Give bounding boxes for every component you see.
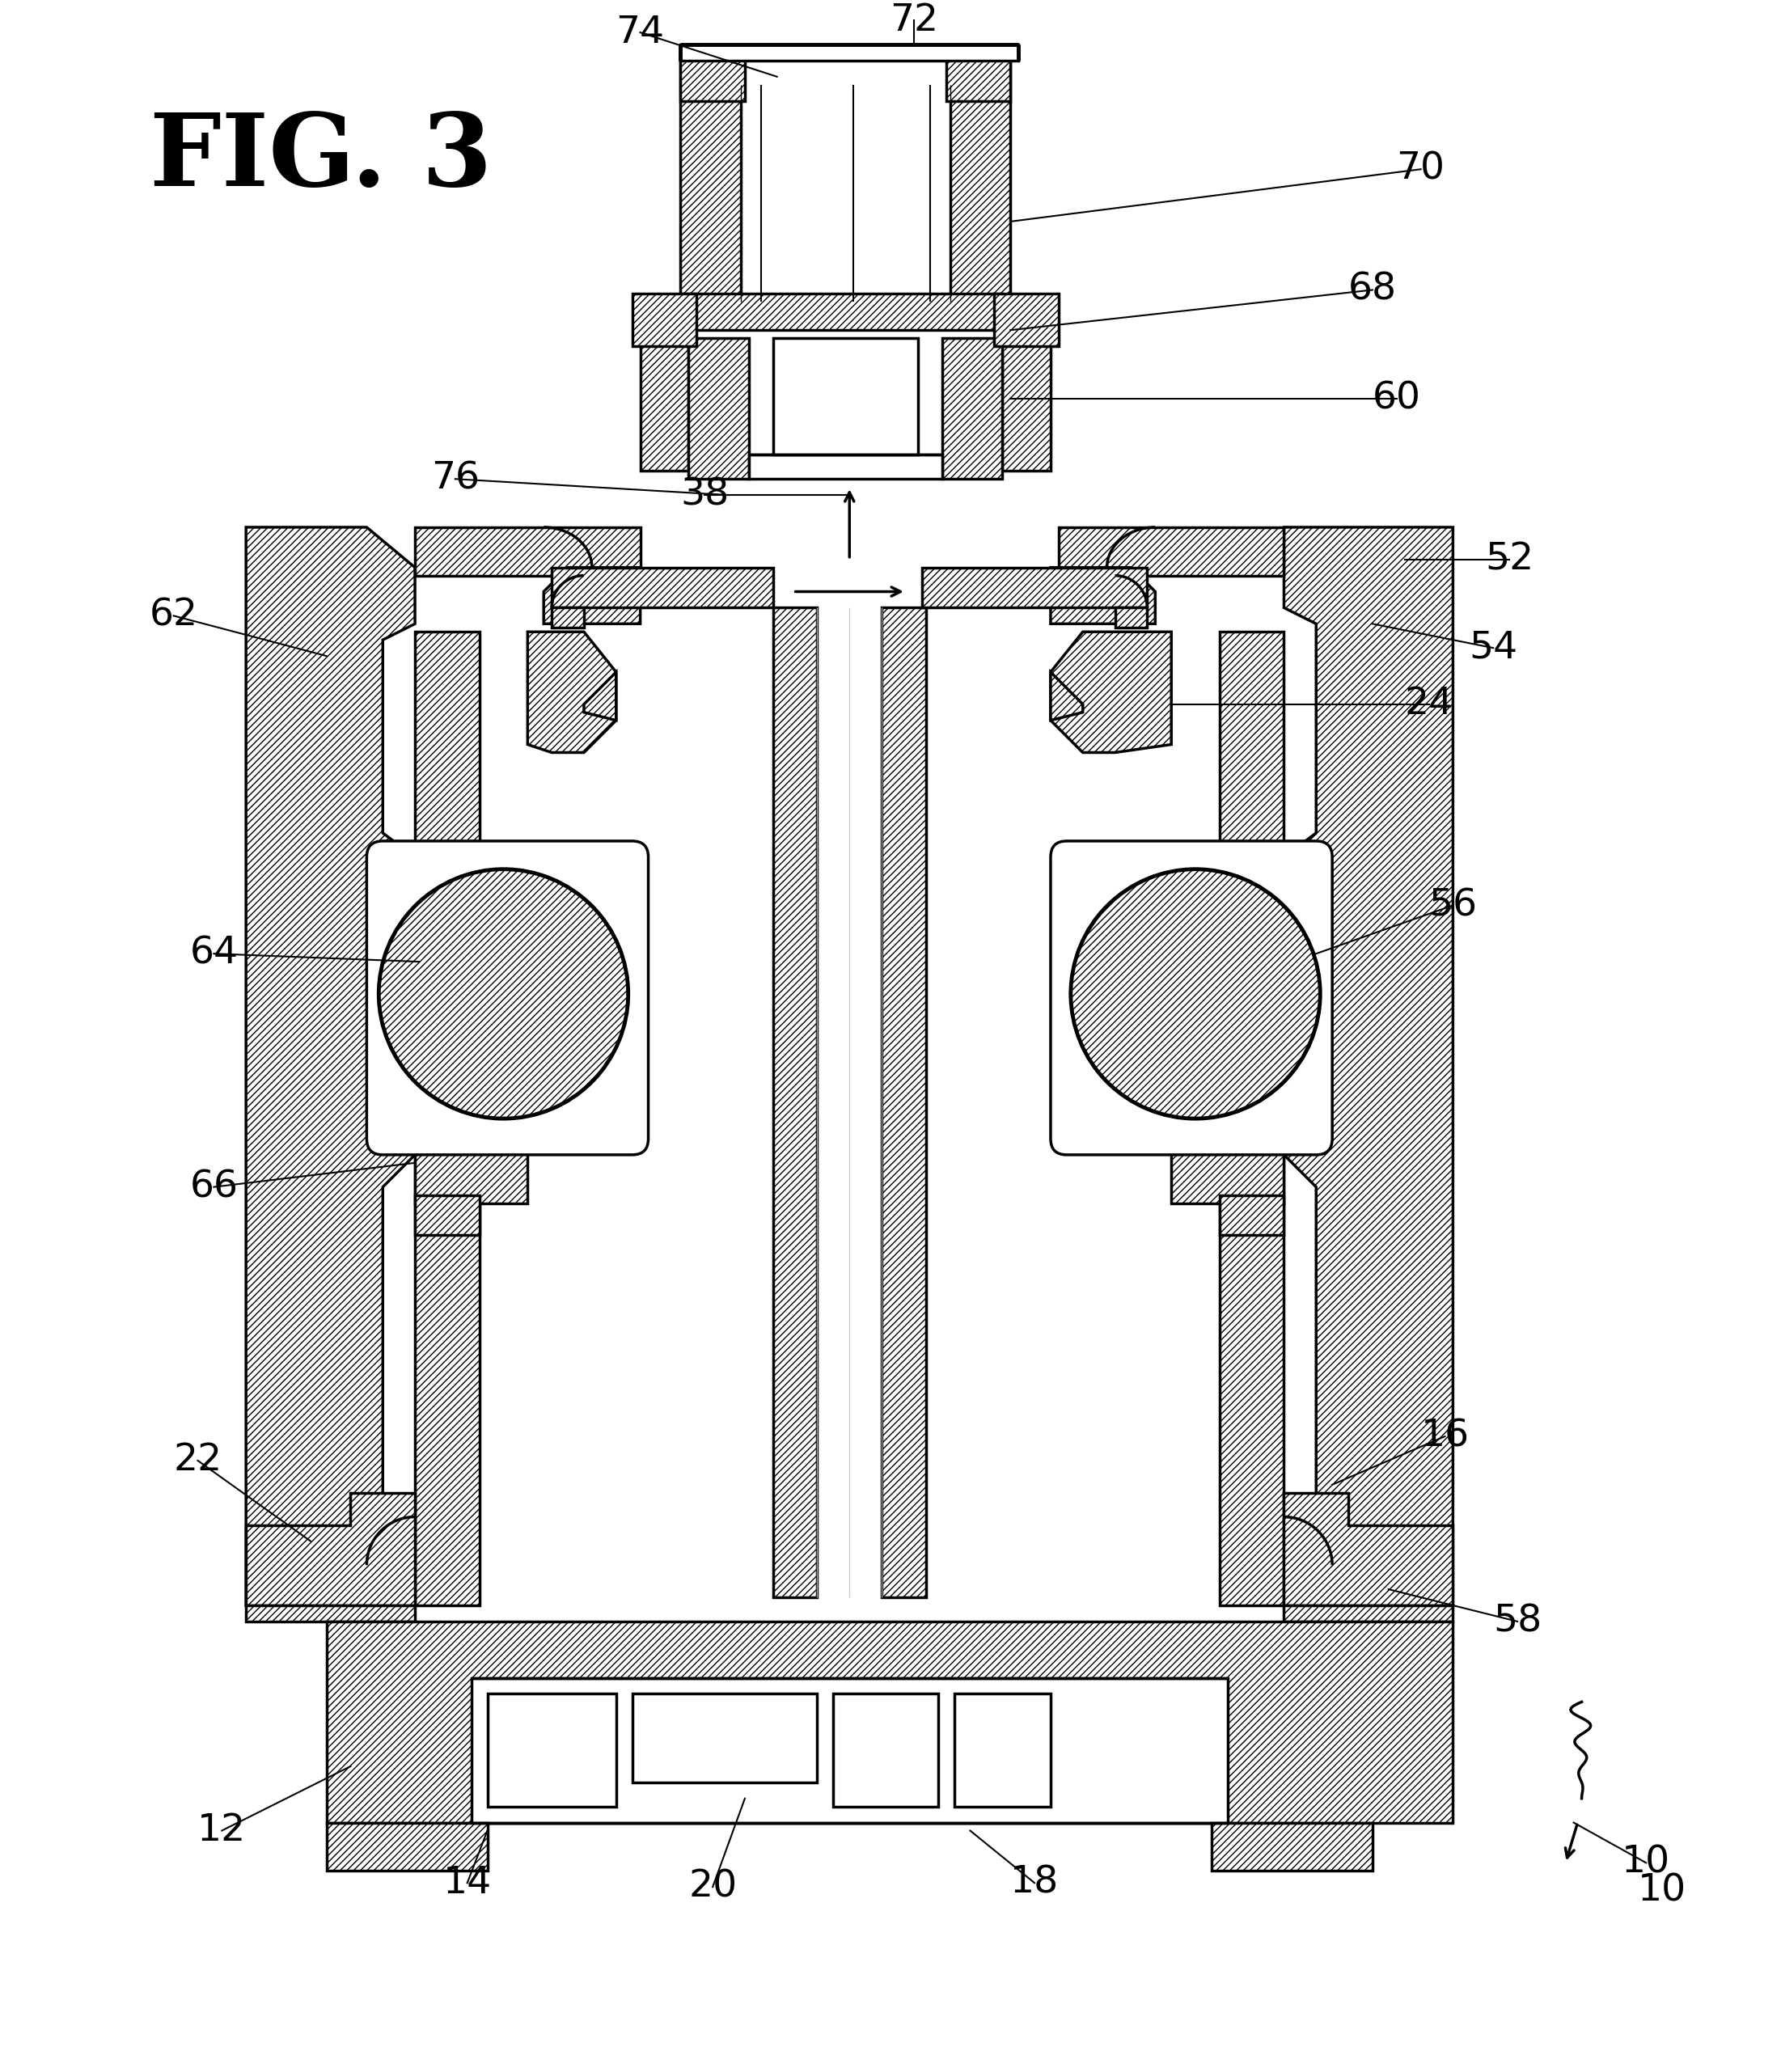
Text: 68: 68 bbox=[1348, 271, 1396, 309]
Bar bbox=[994, 294, 1058, 346]
Text: 62: 62 bbox=[150, 597, 198, 634]
Text: 10: 10 bbox=[1622, 1844, 1671, 1881]
Text: 18: 18 bbox=[1010, 1865, 1060, 1902]
Text: 66: 66 bbox=[189, 1169, 239, 1206]
Bar bbox=[639, 342, 689, 470]
Polygon shape bbox=[326, 1622, 1453, 1823]
Text: 12: 12 bbox=[198, 1813, 246, 1848]
Polygon shape bbox=[1284, 1606, 1453, 1622]
Polygon shape bbox=[1220, 1196, 1284, 1235]
Polygon shape bbox=[882, 607, 926, 1598]
Text: 52: 52 bbox=[1485, 541, 1533, 578]
Circle shape bbox=[379, 868, 629, 1119]
Polygon shape bbox=[584, 671, 616, 721]
Polygon shape bbox=[552, 568, 773, 607]
Text: 24: 24 bbox=[1405, 686, 1453, 723]
Polygon shape bbox=[773, 607, 817, 1598]
Text: 56: 56 bbox=[1428, 887, 1476, 924]
Text: FIG. 3: FIG. 3 bbox=[150, 110, 492, 207]
Polygon shape bbox=[1051, 671, 1083, 721]
Bar bbox=[632, 294, 696, 346]
Bar bbox=[689, 338, 748, 479]
Bar bbox=[773, 338, 917, 456]
Polygon shape bbox=[415, 526, 639, 576]
Text: 10: 10 bbox=[1639, 1873, 1687, 1908]
Text: 22: 22 bbox=[173, 1442, 223, 1479]
Bar bbox=[488, 1693, 616, 1807]
Bar bbox=[472, 1678, 1227, 1823]
Polygon shape bbox=[1211, 1823, 1373, 1871]
Text: 16: 16 bbox=[1421, 1417, 1469, 1455]
FancyBboxPatch shape bbox=[1051, 841, 1332, 1154]
Polygon shape bbox=[415, 1196, 479, 1235]
Bar bbox=[817, 607, 882, 1598]
Polygon shape bbox=[246, 1492, 415, 1606]
Polygon shape bbox=[415, 632, 527, 1606]
Text: 72: 72 bbox=[889, 2, 939, 39]
FancyBboxPatch shape bbox=[367, 841, 648, 1154]
Polygon shape bbox=[1284, 526, 1453, 1606]
Bar bbox=[741, 52, 949, 303]
Polygon shape bbox=[923, 568, 1147, 607]
Polygon shape bbox=[1051, 568, 1156, 624]
Polygon shape bbox=[246, 526, 415, 1606]
Bar bbox=[949, 52, 1010, 303]
Text: 76: 76 bbox=[431, 460, 479, 497]
Text: 14: 14 bbox=[443, 1865, 492, 1902]
Bar bbox=[942, 338, 1003, 479]
Bar bbox=[748, 456, 942, 479]
Bar bbox=[632, 1693, 817, 1782]
Bar bbox=[680, 294, 1003, 329]
Text: 38: 38 bbox=[680, 477, 728, 514]
Text: 20: 20 bbox=[689, 1869, 737, 1904]
Bar bbox=[946, 52, 1010, 102]
Polygon shape bbox=[246, 1606, 415, 1622]
Bar bbox=[955, 1693, 1051, 1807]
Polygon shape bbox=[1172, 1140, 1284, 1204]
Polygon shape bbox=[552, 607, 584, 628]
Polygon shape bbox=[415, 1140, 527, 1204]
Circle shape bbox=[1070, 868, 1320, 1119]
Polygon shape bbox=[1058, 526, 1284, 576]
Polygon shape bbox=[326, 1823, 488, 1871]
Bar bbox=[680, 52, 741, 303]
Bar bbox=[1003, 342, 1051, 470]
Polygon shape bbox=[1115, 607, 1147, 628]
Text: 54: 54 bbox=[1469, 630, 1517, 665]
Polygon shape bbox=[543, 568, 639, 624]
Bar bbox=[834, 1693, 939, 1807]
Text: 70: 70 bbox=[1396, 151, 1444, 186]
Text: 74: 74 bbox=[616, 15, 664, 50]
Text: 60: 60 bbox=[1373, 381, 1421, 416]
Polygon shape bbox=[1284, 1492, 1453, 1606]
Text: 58: 58 bbox=[1492, 1604, 1542, 1639]
Bar bbox=[680, 52, 744, 102]
Text: 64: 64 bbox=[189, 934, 239, 972]
Polygon shape bbox=[527, 632, 616, 752]
Polygon shape bbox=[1172, 632, 1284, 1606]
Polygon shape bbox=[1051, 632, 1172, 752]
Bar bbox=[680, 44, 1019, 60]
